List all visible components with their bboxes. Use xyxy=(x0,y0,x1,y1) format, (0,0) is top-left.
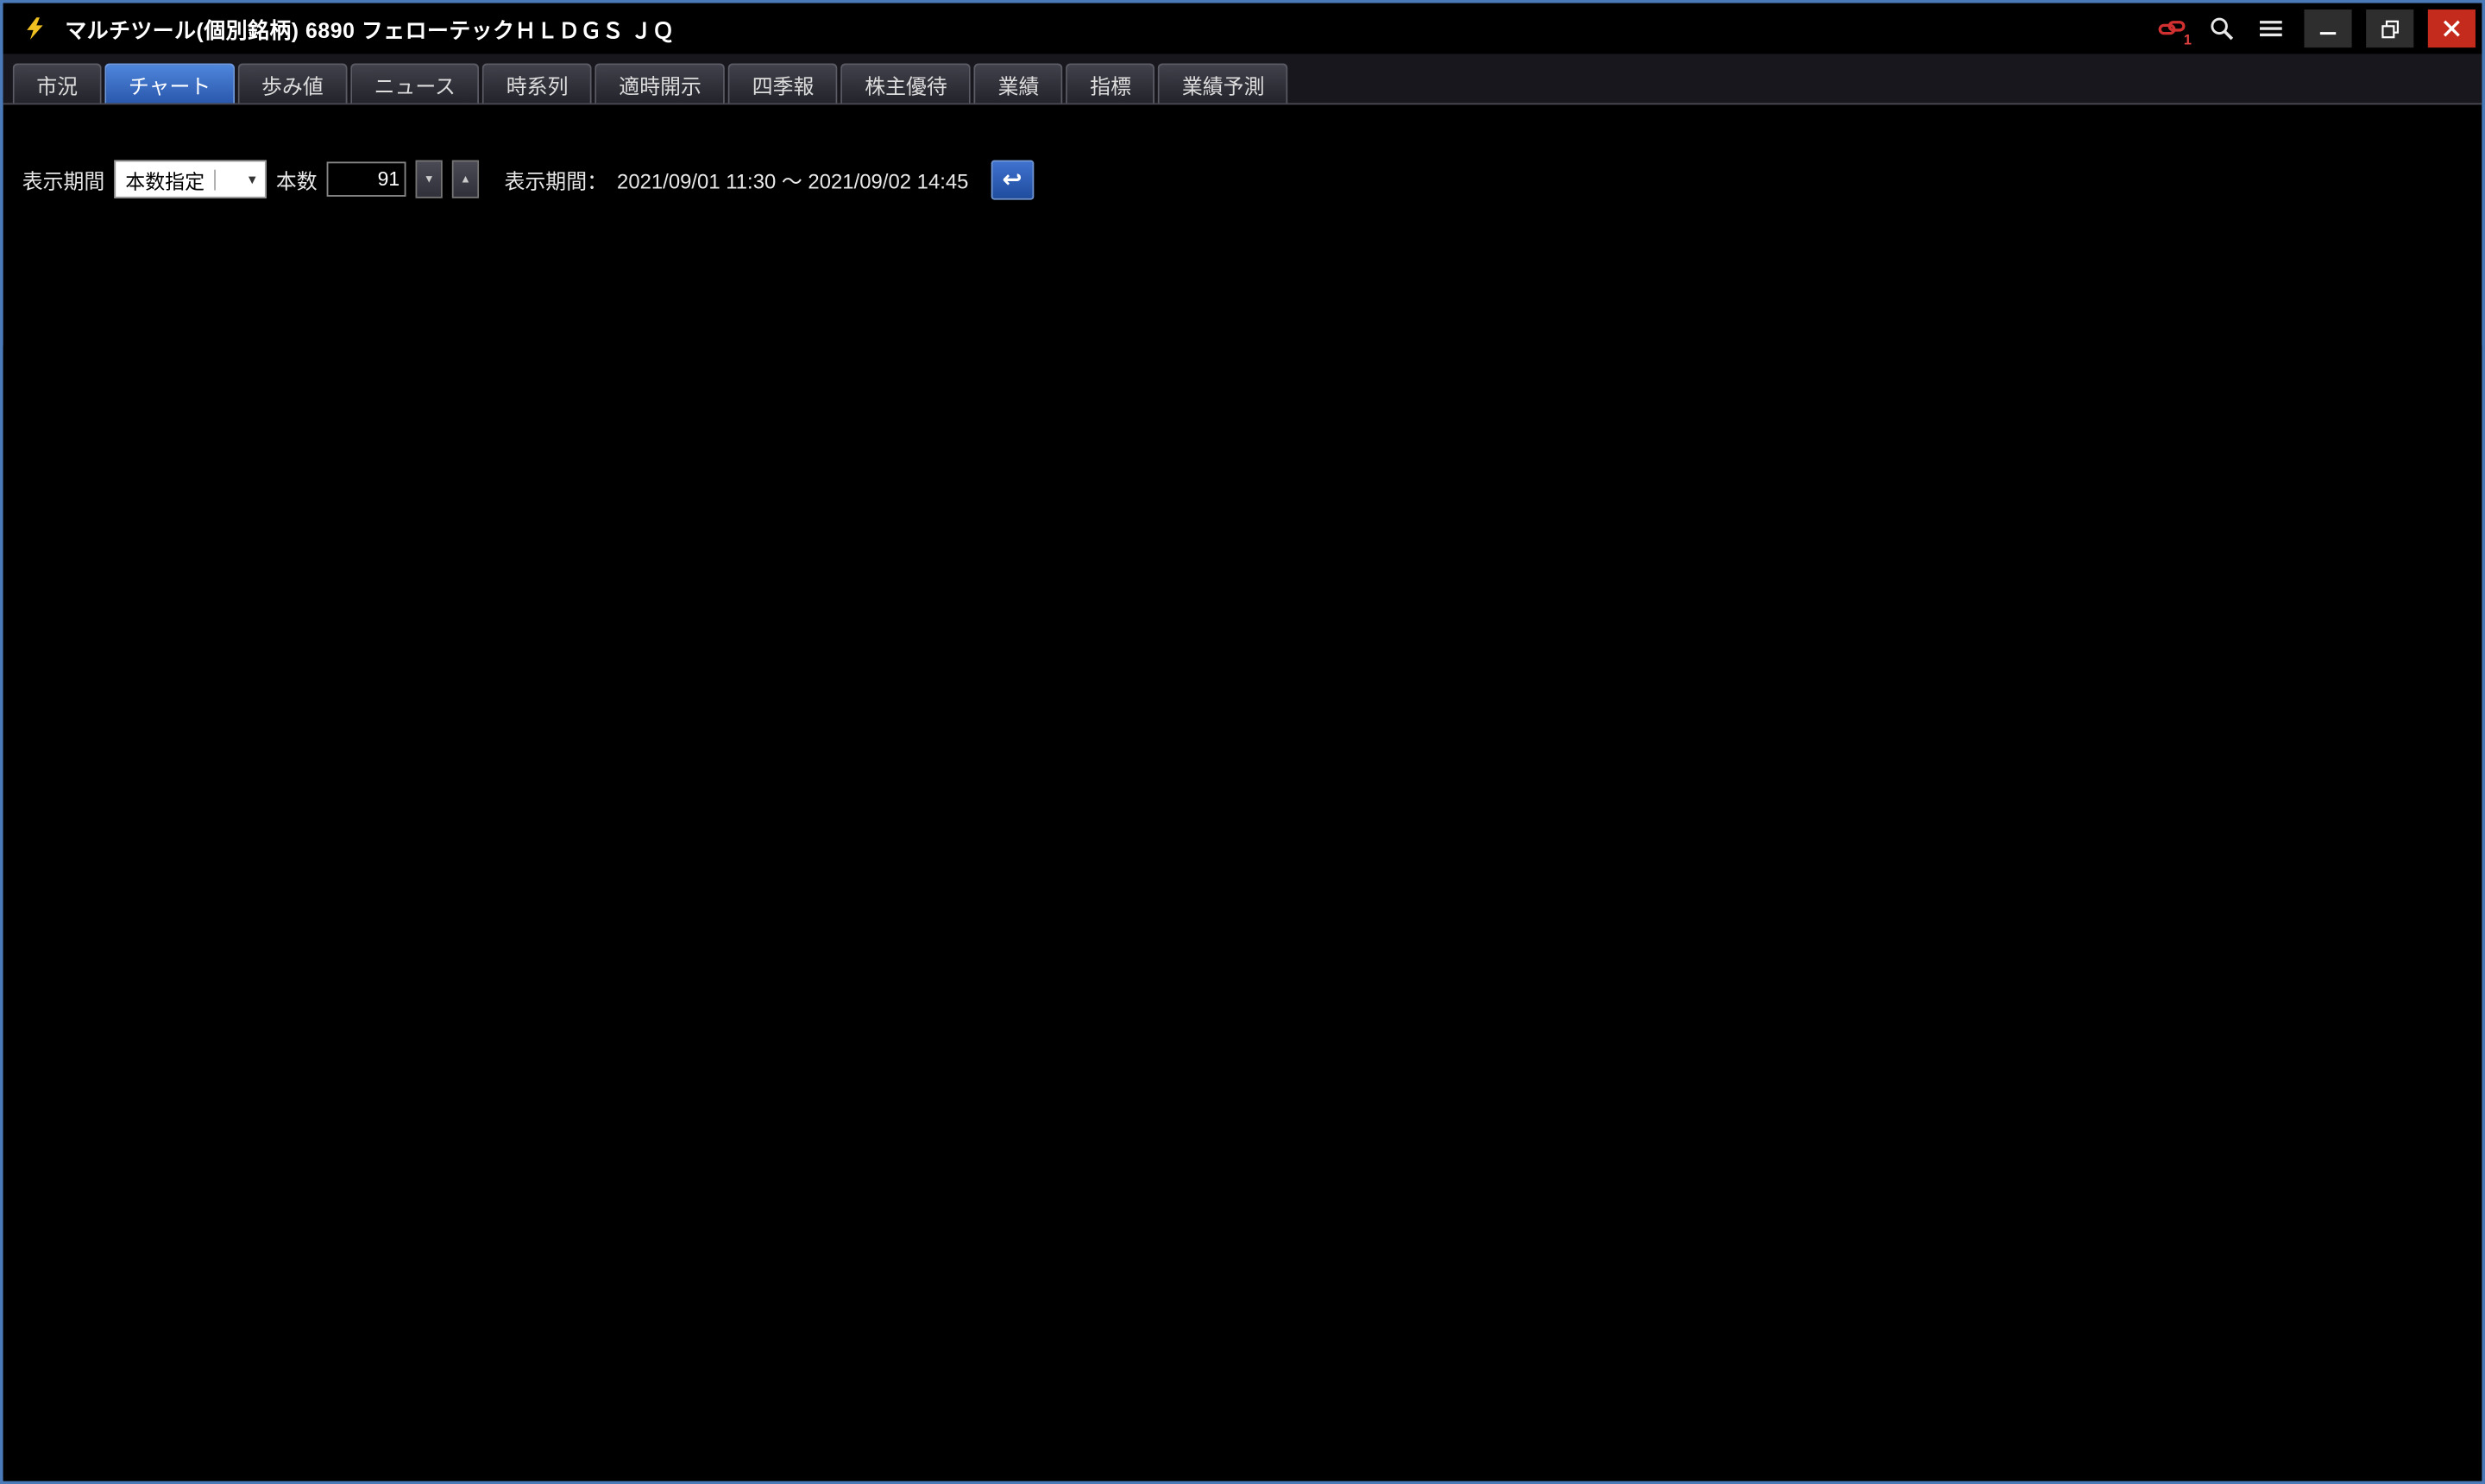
range-value: 2021/09/01 11:30 ～ 2021/09/02 14:45 xyxy=(617,168,969,193)
main-toolbar xyxy=(3,104,2482,155)
tab-results[interactable]: 業績 xyxy=(974,63,1064,104)
quote-row-primary xyxy=(3,257,2482,301)
tab-shikiho[interactable]: 四季報 xyxy=(728,63,838,104)
chevron-down-icon: ▼ xyxy=(214,168,261,190)
period-label: 表示期間 xyxy=(22,168,105,193)
tab-market[interactable]: 市況 xyxy=(12,63,102,104)
tab-bar: 市況 チャート 歩み値 ニュース 時系列 適時開示 四季報 株主優待 業績 指標 業績予測 xyxy=(3,53,2482,105)
restore-button[interactable] xyxy=(2366,9,2414,48)
count-mode-select[interactable]: 本数指定 ▼ xyxy=(114,160,267,198)
chart-area xyxy=(3,345,2482,1481)
tab-news[interactable]: ニュース xyxy=(350,63,480,104)
tab-shareholder-benefit[interactable]: 株主優待 xyxy=(840,63,972,104)
title-bar: マルチツール(個別銘柄) 6890 フェローテックＨＬＤＧＳ ＪＱ 1 xyxy=(3,3,2482,54)
range-label: 表示期間： xyxy=(504,168,608,193)
tab-results-forecast[interactable]: 業績予測 xyxy=(1158,63,1289,104)
bar-count-input[interactable] xyxy=(326,161,406,197)
count-mode-value: 本数指定 xyxy=(125,170,205,193)
link-badge: 1 xyxy=(2183,31,2192,48)
period-toolbar: 表示期間 本数指定 ▼ 本数 ▼ ▲ 表示期間： 2021/09/01 11:3… xyxy=(3,155,2482,203)
close-button[interactable] xyxy=(2427,9,2476,48)
tab-indicators[interactable]: 指標 xyxy=(1066,63,1155,104)
drawing-toolbar xyxy=(3,203,2482,256)
tab-disclosure[interactable]: 適時開示 xyxy=(595,63,726,104)
count-label: 本数 xyxy=(275,168,318,193)
link-icon[interactable]: 1 xyxy=(2154,11,2192,48)
window-title: マルチツール(個別銘柄) 6890 フェローテックＨＬＤＧＳ ＪＱ xyxy=(65,19,675,43)
count-increment-button[interactable]: ▲ xyxy=(451,160,480,198)
menu-icon[interactable] xyxy=(2252,11,2290,46)
search-icon[interactable] xyxy=(2203,11,2241,46)
tab-timeseries[interactable]: 時系列 xyxy=(482,63,593,104)
count-decrement-button[interactable]: ▼ xyxy=(415,160,443,198)
quote-row-secondary xyxy=(3,301,2482,345)
price-volume-chart[interactable] xyxy=(3,346,479,584)
tab-tick[interactable]: 歩み値 xyxy=(237,63,348,104)
app-logo-icon xyxy=(16,11,53,46)
minimize-button[interactable] xyxy=(2304,9,2352,48)
tab-chart[interactable]: チャート xyxy=(104,63,235,104)
reset-period-button[interactable]: ↩ xyxy=(991,159,1034,199)
